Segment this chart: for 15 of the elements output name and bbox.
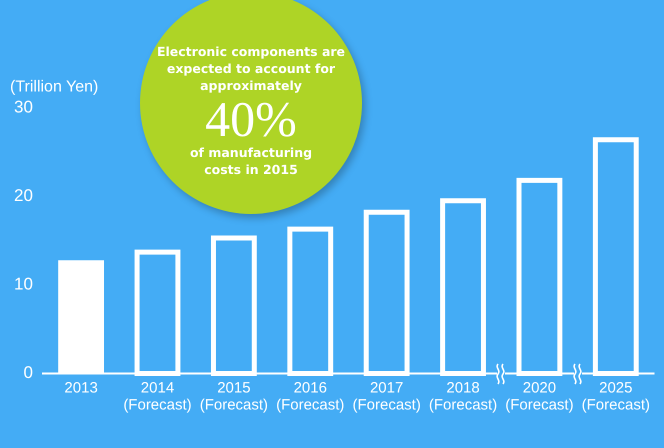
x-tick-label: 2017 (Forecast) — [352, 379, 421, 414]
annotation: of manufacturing costs in 2015 — [188, 144, 314, 178]
x-tick-label: 2018 (Forecast) — [428, 379, 498, 414]
y-tick-label: 30 — [14, 98, 33, 117]
y-tick-label: 20 — [14, 186, 33, 206]
y-axis-title: (Trillion Yen) — [10, 78, 98, 96]
circle-badge: Electronic components are expected to account for approximately 40% of manufacturing costs in 2015 — [140, 0, 362, 214]
x-tick-label: 2013 — [64, 379, 98, 396]
x-tick-label: 2025 (Forecast) — [582, 379, 650, 414]
y-tick-label: 0 — [23, 363, 33, 382]
x-tick-label: 2016 (Forecast) — [276, 379, 344, 414]
y-tick-label: 10 — [14, 274, 33, 294]
x-tick-label: 2020 (Forecast) — [505, 379, 574, 414]
x-tick-label: 2015 (Forecast) — [200, 379, 268, 414]
x-tick-label: 2014 (Forecast) — [123, 379, 192, 414]
